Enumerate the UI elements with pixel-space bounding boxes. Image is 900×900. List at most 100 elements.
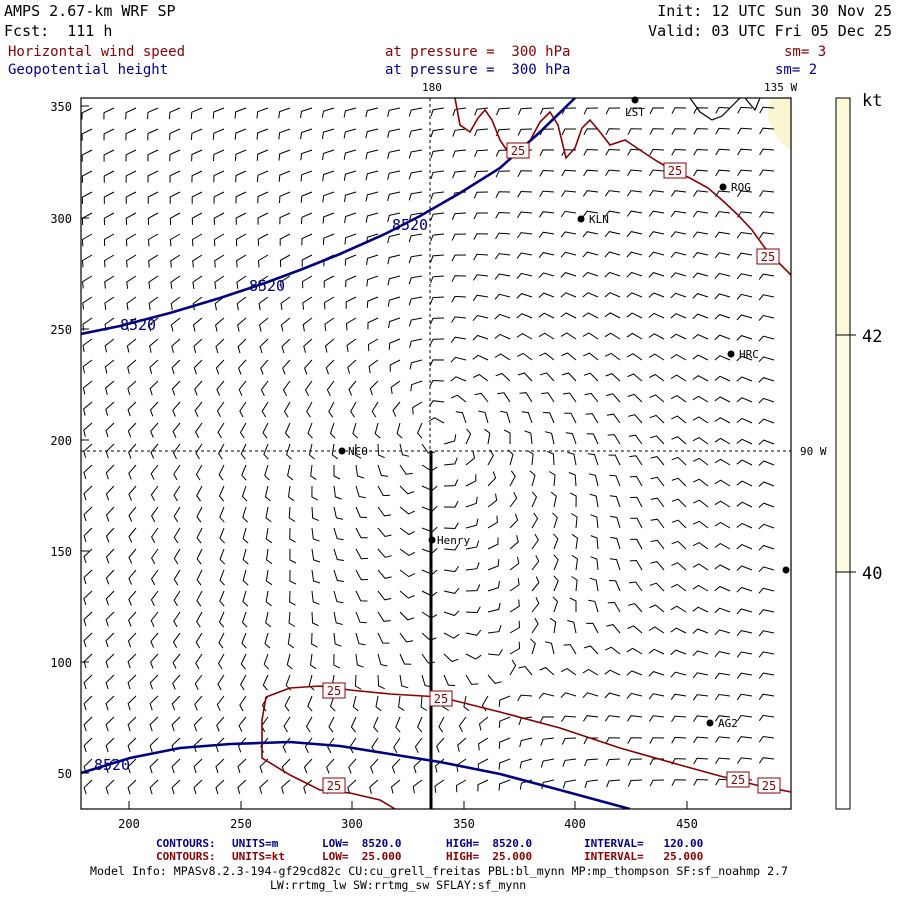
wind-barb	[169, 107, 181, 120]
wind-barb	[417, 716, 423, 733]
wind-barb	[759, 148, 775, 156]
wind-barb	[219, 569, 225, 586]
wind-barb	[240, 443, 247, 460]
footer-row1-units: UNITS=m	[232, 837, 279, 850]
wind-barb	[582, 190, 599, 197]
wind-barb	[147, 170, 159, 183]
wind-barb	[671, 540, 687, 550]
wind-barb	[333, 527, 344, 541]
wind-barb	[758, 587, 775, 594]
wind-barb	[604, 352, 621, 361]
wind-barb	[105, 611, 115, 627]
wind-barb	[408, 233, 423, 243]
wind-barb	[692, 694, 709, 701]
wind-barb	[256, 128, 269, 140]
wind-barb	[693, 169, 709, 177]
wind-barb	[517, 170, 533, 178]
wind-barb	[333, 653, 341, 669]
wind-barb	[477, 779, 489, 792]
wind-barb	[105, 758, 115, 774]
wind-barb	[367, 338, 379, 352]
wind-barb	[443, 457, 458, 466]
wind-barb	[125, 212, 137, 225]
station-marker-rog	[719, 183, 727, 191]
wind-barb	[170, 296, 181, 311]
wind-barb	[714, 272, 731, 279]
wind-barb	[714, 334, 731, 341]
wind-barb	[105, 401, 115, 416]
wind-barb	[265, 569, 273, 586]
wind-barb	[626, 271, 643, 278]
wind-barb	[264, 632, 271, 649]
footer-row1-label: CONTOURS:	[156, 837, 216, 850]
wind-barb	[585, 413, 599, 424]
wind-barb	[481, 695, 489, 712]
wind-barb	[693, 757, 709, 765]
wind-barb	[443, 500, 459, 508]
wind-barb	[736, 630, 753, 637]
wind-barb	[531, 555, 540, 571]
wind-barb	[589, 493, 599, 508]
wind-barb	[714, 607, 731, 614]
wind-barb	[670, 605, 687, 613]
wind-barb	[127, 674, 137, 690]
wind-barb	[648, 190, 665, 197]
wind-barb	[354, 443, 362, 459]
forecast-hour: Fcst: 111 h	[4, 22, 113, 40]
wind-barb	[648, 272, 665, 278]
wind-barb	[544, 431, 555, 445]
wind-barb	[509, 620, 521, 634]
wind-barb	[170, 317, 181, 332]
wind-barb	[692, 190, 709, 197]
wind-barb	[212, 128, 225, 140]
wind-barb	[715, 127, 731, 135]
wind-barb	[472, 373, 489, 382]
footer-row2-high: HIGH= 25.000	[446, 850, 533, 863]
wind-barb	[671, 148, 687, 156]
wind-barb	[151, 506, 159, 523]
wind-barb	[81, 254, 93, 268]
wind-barb	[758, 630, 775, 637]
wind-barb	[758, 481, 775, 487]
wind-barb	[443, 632, 460, 639]
wind-barb	[348, 758, 357, 774]
wind-barb	[239, 401, 247, 418]
wind-barb	[560, 312, 577, 319]
speed-label-5: 25	[434, 692, 448, 706]
wind-barb	[151, 548, 159, 565]
wind-barb	[561, 715, 577, 723]
wind-barb	[127, 632, 137, 648]
wind-barb	[105, 569, 115, 585]
wind-barb	[582, 292, 599, 298]
wind-barb	[105, 716, 115, 732]
wind-barb	[626, 670, 643, 676]
wind-barb	[605, 737, 621, 744]
wind-shading	[768, 98, 791, 150]
wind-barb	[333, 632, 342, 647]
wind-barb	[237, 338, 247, 354]
wind-barb	[105, 422, 115, 438]
wind-barb	[408, 254, 423, 264]
wind-barb	[542, 412, 555, 424]
station-marker-edge	[782, 566, 790, 574]
colorbar-segment-low	[836, 572, 850, 809]
wind-barb	[608, 454, 621, 466]
wind-barb	[758, 460, 775, 466]
wind-barb	[105, 485, 115, 501]
wind-barb	[350, 716, 357, 733]
wind-barb	[570, 492, 577, 508]
wind-barb	[517, 107, 533, 115]
wind-barb	[237, 758, 247, 774]
wind-barb	[302, 296, 313, 310]
x-tick-200: 200	[118, 817, 140, 831]
wind-barb	[377, 548, 392, 558]
y-tick-100: 100	[50, 656, 72, 670]
wind-barb	[347, 779, 357, 794]
wind-barb	[195, 443, 203, 460]
wind-barb	[670, 671, 687, 678]
wind-barb	[516, 293, 533, 299]
wind-barb	[692, 231, 709, 238]
wind-barb	[627, 625, 643, 634]
wind-barb	[388, 317, 401, 329]
